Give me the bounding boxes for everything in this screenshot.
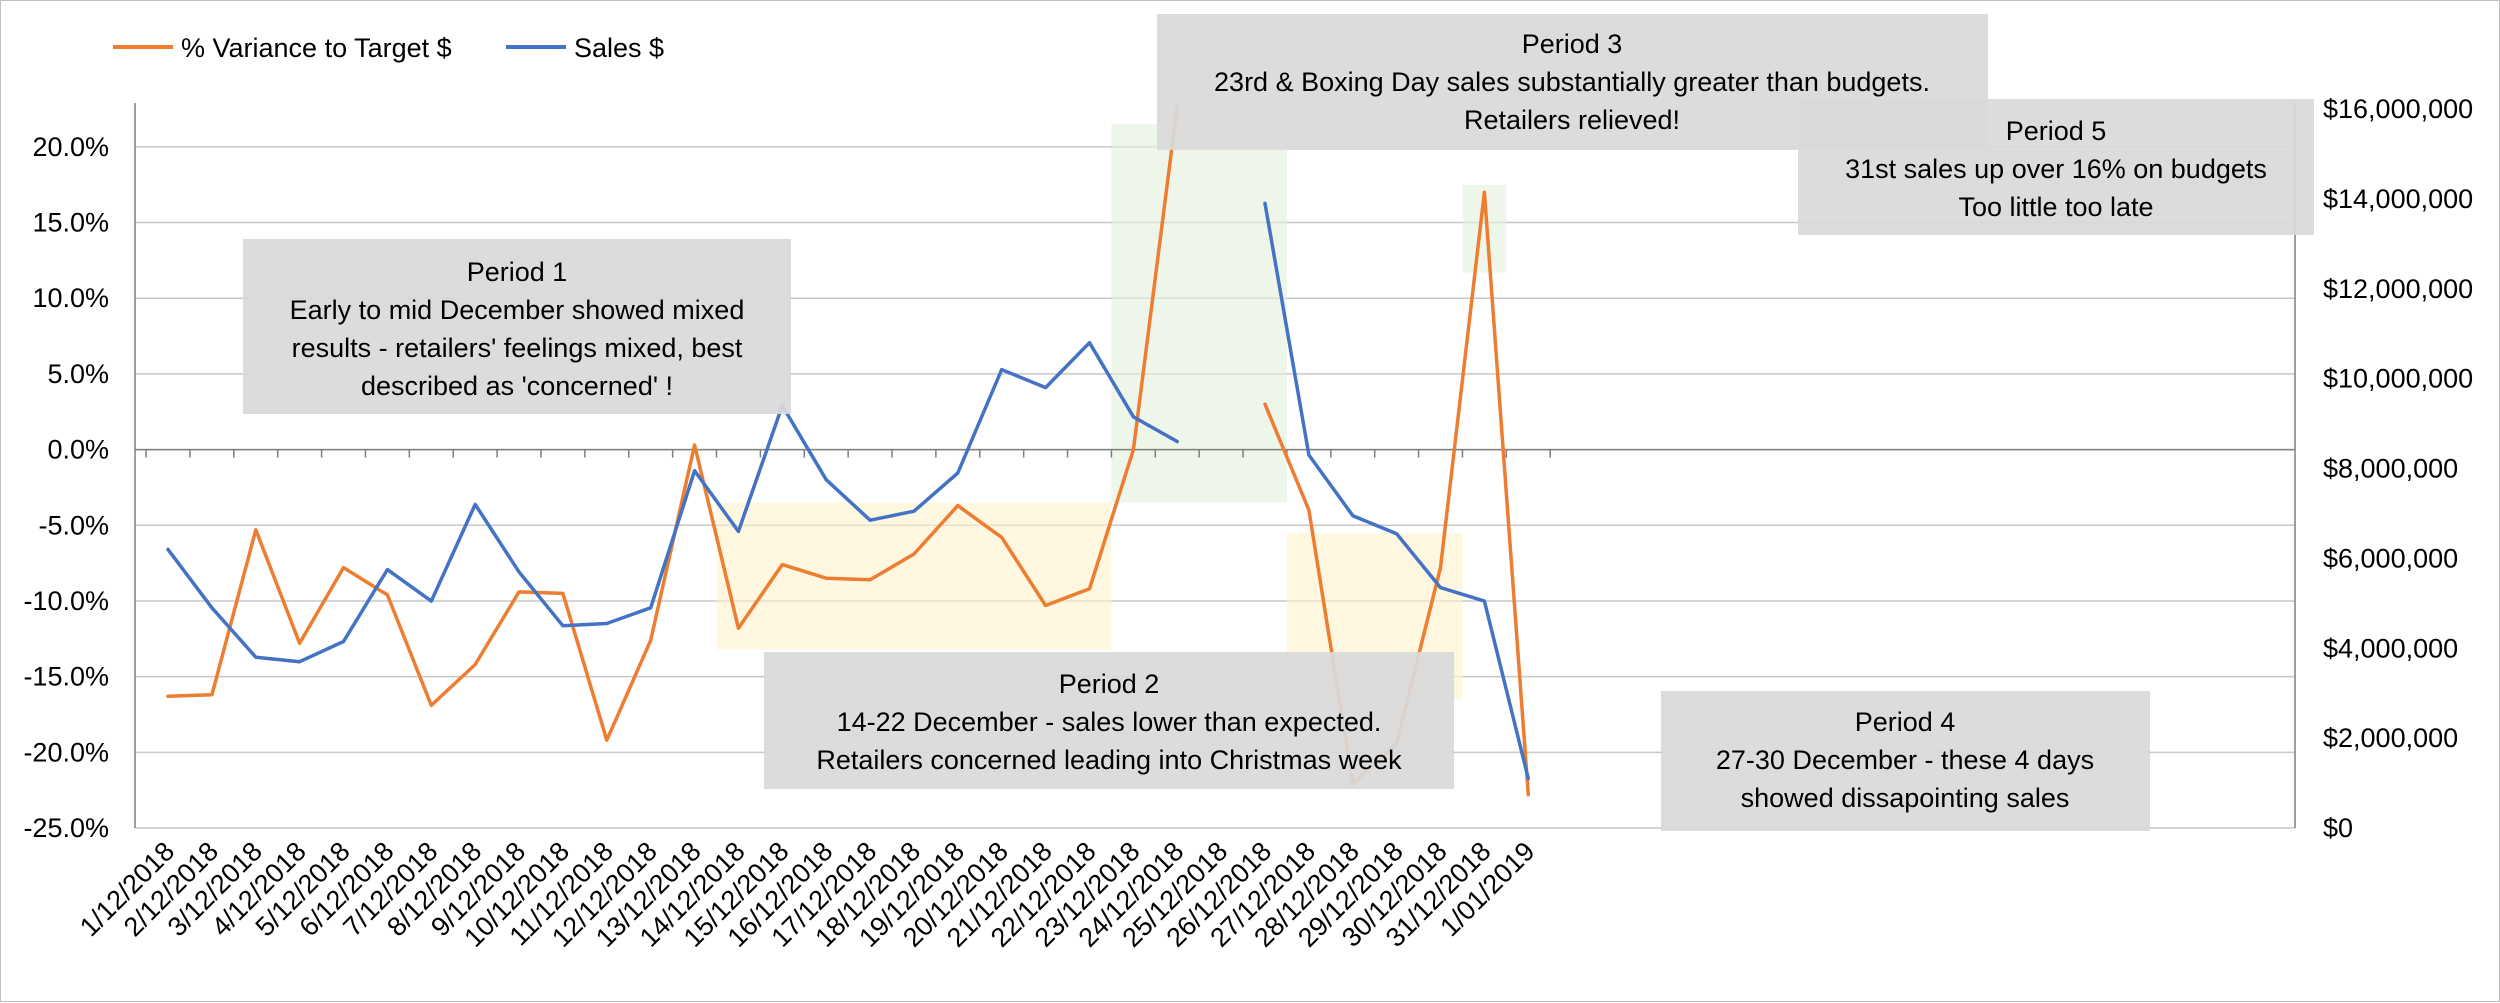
period3-text-line: Retailers relieved! [1464, 105, 1680, 135]
period2-box [764, 652, 1454, 789]
highlight-bands [716, 124, 1507, 700]
right-tick-label: $14,000,000 [2323, 184, 2473, 214]
period5-text-line: Period 5 [2006, 116, 2107, 146]
right-tick-label: $4,000,000 [2323, 633, 2458, 663]
annotations: Period 1 Early to mid December showed mix… [243, 14, 2314, 831]
period4-annotation: Period 4 27-30 December - these 4 days sho… [1661, 691, 2150, 831]
period4-text-line: 27-30 December - these 4 days [1716, 745, 2094, 775]
left-tick-label: 0.0% [47, 435, 109, 465]
period2-text-line: 14-22 December - sales lower than expect… [837, 707, 1382, 737]
period2-text-line: Retailers concerned leading into Christm… [816, 745, 1402, 775]
left-tick-label: -5.0% [38, 510, 109, 540]
legend-label: % Variance to Target $ [181, 33, 452, 63]
left-tick-label: -25.0% [23, 813, 109, 843]
left-tick-label: -10.0% [23, 586, 109, 616]
right-tick-label: $16,000,000 [2323, 94, 2473, 124]
left-tick-label: 5.0% [47, 359, 109, 389]
period1-text-line: results - retailers' feelings mixed, bes… [292, 333, 743, 363]
period5-box [1798, 99, 2314, 235]
left-tick-label: 20.0% [32, 132, 109, 162]
sales-line [1263, 201, 1531, 781]
left-tick-label: -20.0% [23, 737, 109, 767]
right-tick-label: $12,000,000 [2323, 274, 2473, 304]
period1-text-line: Early to mid December showed mixed [290, 295, 745, 325]
period2-annotation: Period 2 14-22 December - sales lower tha… [764, 652, 1454, 789]
left-tick-label: 15.0% [32, 208, 109, 238]
period3-text-line: Period 3 [1522, 29, 1623, 59]
right-tick-label: $8,000,000 [2323, 454, 2458, 484]
period4-text-line: Period 4 [1855, 707, 1956, 737]
period2-band [716, 502, 1112, 650]
right-tick-label: $10,000,000 [2323, 364, 2473, 394]
period4-text-line: showed dissapointing sales [1741, 783, 2070, 813]
right-tick-label: $0 [2323, 813, 2353, 843]
axes: -25.0% -20.0% -15.0% -10.0% -5.0% 0.0% 5.0% 10.… [23, 94, 2473, 953]
period1-box [243, 239, 791, 414]
right-tick-label: $2,000,000 [2323, 723, 2458, 753]
left-tick-label: -15.0% [23, 662, 109, 692]
sales-line [166, 340, 1179, 664]
left-tick-label: 10.0% [32, 283, 109, 313]
period1-annotation: Period 1 Early to mid December showed mix… [243, 239, 791, 414]
period3-text-line: 23rd & Boxing Day sales substantially gr… [1214, 67, 1930, 97]
period5-text-line: Too little too late [1958, 192, 2153, 222]
period5-annotation: Period 5 31st sales up over 16% on budget… [1798, 99, 2314, 235]
legend-label: Sales $ [574, 33, 664, 63]
legend: % Variance to Target $ Sales $ [113, 33, 664, 63]
period3-band [1111, 124, 1287, 503]
right-tick-label: $6,000,000 [2323, 543, 2458, 573]
period4-box [1661, 691, 2150, 831]
period1-text-line: Period 1 [467, 257, 568, 287]
period1-text-line: described as 'concerned' ! [361, 371, 673, 401]
period5-text-line: 31st sales up over 16% on budgets [1845, 154, 2267, 184]
period2-text-line: Period 2 [1059, 669, 1160, 699]
